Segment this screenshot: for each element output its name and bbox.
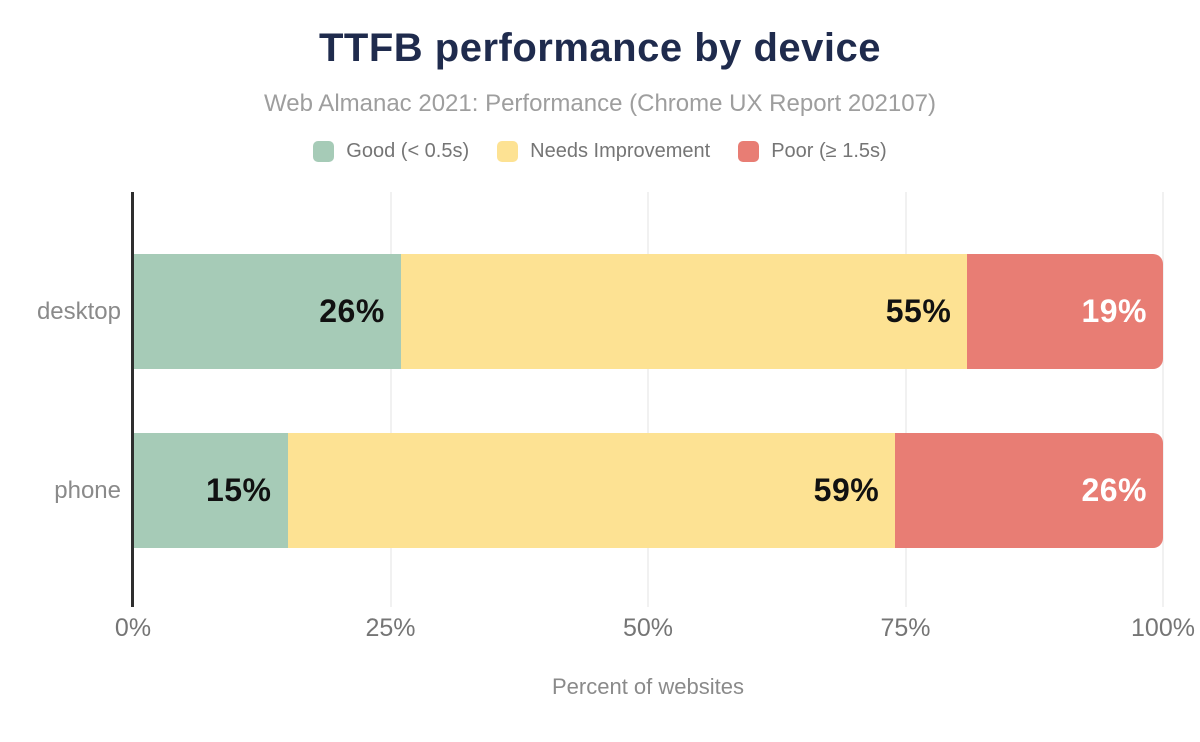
x-axis-title: Percent of websites: [552, 674, 744, 699]
bar-value-label: 19%: [1081, 293, 1147, 329]
legend-swatch-icon: [313, 141, 335, 162]
bar-value-label: 55%: [885, 293, 952, 329]
gridline-50: [647, 192, 649, 607]
legend-item-1: Needs Improvement: [497, 140, 710, 163]
x-tick-label-25: 25%: [365, 614, 416, 642]
bar-segment-phone-2: 26%: [895, 433, 1163, 548]
bar-segment-desktop-0: 26%: [133, 254, 401, 369]
legend-item-0: Good (< 0.5s): [313, 140, 469, 163]
gridline-75: [904, 192, 907, 607]
bar-value-label: 59%: [813, 472, 880, 508]
bar-segment-phone-1: 59%: [287, 433, 896, 548]
category-label-desktop: desktop: [36, 297, 121, 325]
legend-swatch-icon: [497, 141, 519, 162]
bar-segment-phone-0: 15%: [133, 433, 288, 548]
bar-value-label: 26%: [319, 293, 385, 329]
legend-label: Needs Improvement: [530, 140, 711, 162]
bar-segment-desktop-1: 55%: [400, 254, 968, 369]
bar-value-label: 15%: [205, 472, 272, 508]
y-axis-line: [131, 192, 134, 607]
bar-value-label: 26%: [1081, 472, 1147, 508]
legend-label: Good (< 0.5s): [346, 140, 470, 162]
x-tick-label-0: 0%: [114, 614, 152, 642]
chart-subtitle: Web Almanac 2021: Performance (Chrome UX…: [264, 90, 936, 117]
x-tick-label-75: 75%: [880, 614, 931, 642]
plot-area: 26% 55% 19% 15% 59% 26%: [131, 192, 1164, 607]
bar-segment-desktop-2: 19%: [967, 254, 1163, 369]
gridline-100: [1162, 192, 1164, 607]
legend: Good (< 0.5s) Needs Improvement Poor (≥ 1.…: [0, 140, 1200, 163]
category-label-phone: phone: [54, 476, 121, 504]
legend-label: Poor (≥ 1.5s): [771, 140, 887, 162]
x-tick-label-50: 50%: [622, 614, 674, 642]
gridline-25: [389, 192, 392, 607]
x-tick-label-100: 100%: [1131, 614, 1195, 642]
bar-row-desktop: 26% 55% 19%: [133, 254, 1163, 369]
chart-title: TTFB performance by device: [318, 26, 882, 70]
bar-row-phone: 15% 59% 26%: [133, 433, 1163, 548]
legend-item-2: Poor (≥ 1.5s): [738, 140, 887, 163]
legend-swatch-icon: [738, 141, 760, 162]
